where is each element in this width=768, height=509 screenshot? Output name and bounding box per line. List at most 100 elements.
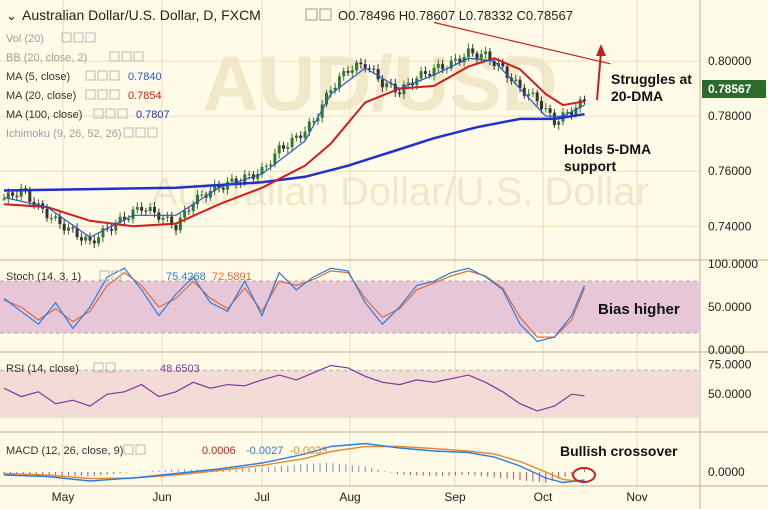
candle-body — [449, 60, 453, 69]
candle-body — [282, 145, 285, 149]
candle-body — [376, 69, 380, 80]
candle-body — [501, 62, 505, 67]
candle-body — [135, 206, 139, 210]
candle-body — [337, 76, 341, 88]
indicator-close-icon[interactable] — [133, 51, 144, 62]
settings-icon[interactable] — [305, 8, 318, 21]
indicator-settings-icon[interactable] — [121, 51, 132, 62]
indicator-visibility-icon[interactable] — [85, 70, 96, 81]
indicator-close-icon[interactable] — [147, 127, 158, 138]
ma20-line — [3, 57, 585, 228]
chevron-down-icon[interactable]: ⌄ — [6, 8, 17, 23]
candle-body — [84, 236, 88, 241]
indicator-visibility-icon[interactable] — [61, 32, 72, 43]
y-tick-label: 0.78000 — [708, 109, 752, 123]
candle-body — [436, 64, 440, 68]
candle-body — [380, 79, 384, 88]
candle-body — [475, 53, 479, 59]
candle-body — [479, 53, 483, 59]
candle-body — [122, 216, 126, 221]
indicator-visibility-icon[interactable] — [85, 89, 96, 100]
candle-body — [118, 216, 122, 223]
candle-body — [307, 121, 311, 132]
candle-body — [294, 135, 298, 138]
candle-body — [518, 79, 522, 88]
indicator-label: MA (5, close) — [6, 71, 70, 83]
ma5-line — [3, 57, 585, 238]
indicator-settings-icon[interactable] — [73, 32, 84, 43]
candle-body — [368, 68, 371, 70]
candle-body — [97, 237, 101, 244]
y-tick-label: 0.76000 — [708, 164, 752, 178]
indicator-close-icon[interactable] — [109, 89, 120, 100]
indicator-close-icon[interactable] — [117, 108, 128, 119]
candle-body — [350, 70, 354, 73]
candle-body — [213, 184, 217, 191]
candle-body — [92, 240, 96, 244]
rsi-y-tick-label: 50.0000 — [708, 387, 752, 401]
candle-body — [359, 62, 363, 65]
indicator-visibility-icon[interactable] — [93, 108, 104, 119]
indicator-visibility-icon[interactable] — [109, 51, 120, 62]
candle-body — [79, 237, 83, 241]
candle-body — [363, 64, 367, 69]
x-tick-label: Oct — [534, 490, 553, 504]
candle-body — [71, 227, 75, 229]
candle-body — [342, 71, 346, 77]
rsi-gear-icon[interactable] — [105, 362, 116, 373]
candle-body — [393, 83, 397, 93]
candle-body — [320, 104, 324, 118]
struggles-arrow — [596, 51, 602, 101]
indicator-visibility-icon[interactable] — [123, 127, 134, 138]
macd-settings-icon[interactable] — [123, 444, 134, 455]
candle-body — [385, 83, 389, 88]
stoch-y-tick-label: 50.0000 — [708, 300, 752, 314]
indicator-value: 0.7807 — [136, 109, 170, 121]
x-tick-label: Aug — [339, 490, 360, 504]
resistance-trendline — [433, 21, 611, 65]
candle-body — [58, 216, 62, 225]
candle-body — [316, 117, 320, 122]
indicator-close-icon[interactable] — [85, 32, 96, 43]
candle-body — [527, 93, 531, 96]
candle-body — [88, 236, 92, 241]
indicator-settings-icon[interactable] — [97, 89, 108, 100]
candle-body — [458, 58, 462, 63]
indicator-label: MA (100, close) — [6, 109, 82, 121]
indicator-settings-icon[interactable] — [135, 127, 146, 138]
indicator-settings-icon[interactable] — [97, 70, 108, 81]
chart-header: ⌄ Australian Dollar/U.S. Dollar, D, FXCM… — [6, 7, 573, 23]
candle-body — [544, 108, 548, 110]
annotation-crossover: Bullish crossover — [560, 443, 678, 459]
candle-body — [6, 192, 10, 199]
candle-body — [462, 56, 466, 63]
macd-histogram — [3, 463, 585, 483]
axis-labels: May Jun Jul Aug Sep Oct Nov 0.80000 0.78000 0.760… — [52, 54, 759, 504]
candle-body — [114, 222, 118, 231]
candle-body — [570, 111, 574, 115]
macd-gear-icon[interactable] — [135, 444, 146, 455]
candle-body — [157, 212, 161, 220]
candle-body — [36, 203, 40, 206]
stoch-k-line — [3, 267, 586, 343]
stoch-gear-icon[interactable] — [111, 270, 122, 281]
candle-body — [101, 228, 105, 238]
candle-body — [256, 173, 260, 179]
gear-icon[interactable] — [319, 8, 332, 21]
candle-body — [127, 218, 131, 221]
candle-body — [28, 191, 32, 202]
stoch-y-tick-label: 0.0000 — [708, 343, 745, 357]
candle-body — [565, 111, 569, 113]
candle-body — [419, 71, 423, 79]
macd-hist-value: 0.0006 — [202, 445, 236, 457]
rsi-settings-icon[interactable] — [93, 362, 104, 373]
candle-body — [484, 51, 488, 54]
header-settings-icon[interactable] — [305, 8, 332, 21]
indicator-close-icon[interactable] — [109, 70, 120, 81]
candle-body — [67, 227, 70, 231]
stoch-d-line — [3, 270, 586, 338]
stoch-settings-icon[interactable] — [99, 270, 110, 281]
indicator-settings-icon[interactable] — [105, 108, 116, 119]
